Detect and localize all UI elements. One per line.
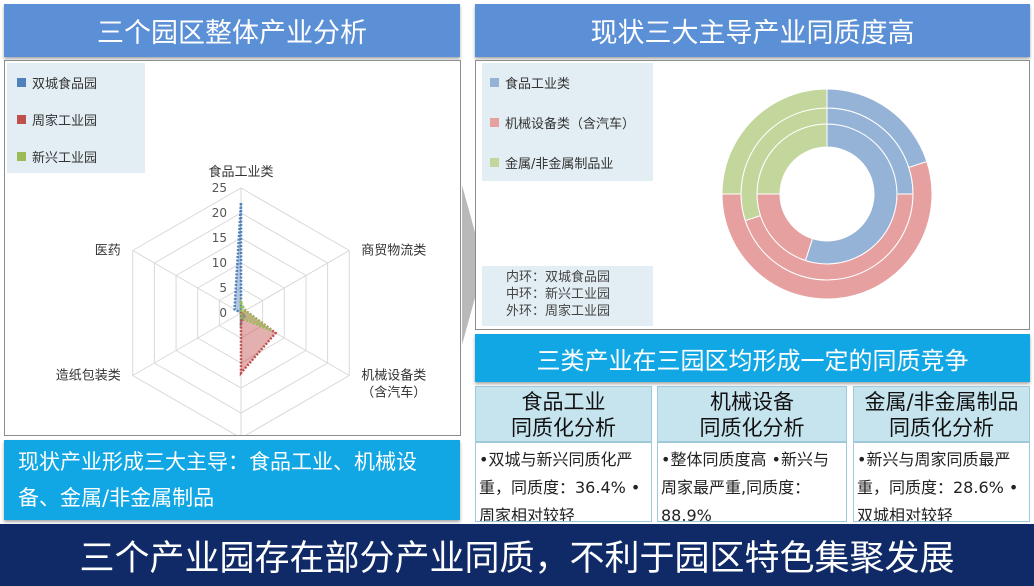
analysis-column-machinery-header: 机械设备 同质化分析 [657, 386, 847, 442]
ring-note-inner: 内环：双城食品园 [506, 270, 611, 285]
column-body-text: •双城与新兴同质化严重，同质度：36.4% •周家相对较轻 [479, 450, 641, 522]
legend-swatch-icon [490, 158, 499, 167]
radar-series-双城食品园 [233, 202, 248, 328]
radar-legend-label: 双城食品园 [32, 77, 98, 92]
radar-category-label: 造纸包装类 [56, 369, 121, 384]
column-subtitle: 同质化分析 [511, 416, 616, 440]
radar-legend-item: 双城食品园 [17, 73, 97, 92]
radar-tick-label: 5 [219, 281, 227, 295]
radar-series-周家工业园 [239, 309, 278, 377]
column-title: 机械设备 [710, 390, 794, 414]
radar-category-label: 食品工业类 [208, 164, 273, 180]
radar-category-label: 医药 [95, 244, 121, 259]
donut-legend-label: 机械设备类（含汽车） [505, 117, 636, 132]
radar-tick-label: 25 [212, 181, 227, 195]
column-title: 金属/非金属制品 [864, 390, 1019, 414]
donut-legend: 食品工业类 机械设备类（含汽车） 金属/非金属制品业 [482, 63, 653, 181]
legend-swatch-icon [17, 78, 26, 87]
radar-spoke [240, 312, 350, 376]
radar-spoke [240, 250, 350, 314]
right-header: 现状三大主导产业同质度高 [475, 4, 1030, 57]
radar-series-新兴工业园 [239, 298, 273, 332]
left-header-title: 三个园区整体产业分析 [97, 18, 367, 49]
ring-note-middle: 中环：新兴工业园 [506, 287, 611, 302]
donut-chart-panel: 食品工业类 机械设备类（含汽车） 金属/非金属制品业 内环：双城食品园 中环：新… [475, 60, 1030, 330]
radar-tick-label: 15 [212, 231, 227, 245]
radar-tick-label: 0 [219, 306, 227, 320]
donut-slice [721, 88, 828, 195]
radar-legend-item: 新兴工业园 [17, 147, 97, 166]
analysis-column-food-header: 食品工业 同质化分析 [475, 386, 652, 442]
radar-chart-panel: 双城食品园 周家工业园 新兴工业园 0 5 10 15 20 25 食品工业类商贸物流类机械… [4, 60, 461, 436]
radar-spoke [132, 250, 242, 314]
analysis-column-metal-body: •新兴与周家同质最严重，同质度：28.6% •双城相对较轻 [853, 442, 1030, 522]
radar-chart: 0510152025食品工业类商贸物流类机械设备类（含汽车）金属/非金属制品业造… [56, 164, 426, 435]
radar-legend-label: 周家工业园 [32, 114, 98, 129]
analysis-column-food-body: •双城与新兴同质化严重，同质度：36.4% •周家相对较轻 [475, 442, 652, 522]
donut-legend-label: 食品工业类 [505, 77, 571, 92]
column-title: 食品工业 [521, 390, 606, 414]
radar-category-label: 机械设备类（含汽车） [361, 368, 426, 401]
right-header-title: 现状三大主导产业同质度高 [590, 18, 915, 49]
donut-chart [721, 88, 933, 300]
bottom-banner-text: 三个产业园存在部分产业同质，不利于园区特色集聚发展 [79, 538, 955, 579]
legend-swatch-icon [17, 152, 26, 161]
left-summary-text: 现状产业形成三大主导：食品工业、机械设备、金属/非金属制品 [18, 450, 417, 510]
radar-tick-label: 20 [212, 206, 227, 220]
radar-legend-item: 周家工业园 [17, 110, 97, 129]
radar-legend-label: 新兴工业园 [32, 151, 98, 166]
ring-note-outer: 外环：周家工业园 [506, 304, 611, 319]
legend-swatch-icon [490, 118, 499, 127]
legend-swatch-icon [490, 78, 499, 87]
bottom-banner: 三个产业园存在部分产业同质，不利于园区特色集聚发展 [0, 524, 1034, 586]
radar-spoke [132, 312, 242, 376]
donut-legend-item: 金属/非金属制品业 [490, 153, 613, 172]
column-body-text: •整体同质度高 •新兴与周家最严重,同质度：88.9% [661, 450, 829, 522]
left-header: 三个园区整体产业分析 [4, 4, 460, 57]
radar-category-label: 商贸物流类 [361, 244, 426, 259]
column-subtitle: 同质化分析 [889, 416, 994, 440]
donut-legend-item: 食品工业类 [490, 73, 570, 92]
left-summary: 现状产业形成三大主导：食品工业、机械设备、金属/非金属制品 [4, 440, 460, 520]
column-body-text: •新兴与周家同质最严重，同质度：28.6% •双城相对较轻 [857, 450, 1019, 522]
donut-legend-item: 机械设备类（含汽车） [490, 113, 635, 132]
ring-note: 内环：双城食品园 中环：新兴工业园 外环：周家工业园 [482, 266, 653, 326]
radar-legend: 双城食品园 周家工业园 新兴工业园 [7, 63, 145, 173]
legend-swatch-icon [17, 115, 26, 124]
radar-tick-label: 10 [212, 256, 227, 270]
column-subtitle: 同质化分析 [699, 416, 805, 440]
analysis-column-metal-header: 金属/非金属制品 同质化分析 [853, 386, 1030, 442]
analysis-column-machinery-body: •整体同质度高 •新兴与周家最严重,同质度：88.9% [657, 442, 847, 522]
right-sub-header-title: 三类产业在三园区均形成一定的同质竞争 [536, 346, 969, 375]
donut-legend-label: 金属/非金属制品业 [505, 157, 614, 172]
right-sub-header: 三类产业在三园区均形成一定的同质竞争 [475, 334, 1030, 382]
